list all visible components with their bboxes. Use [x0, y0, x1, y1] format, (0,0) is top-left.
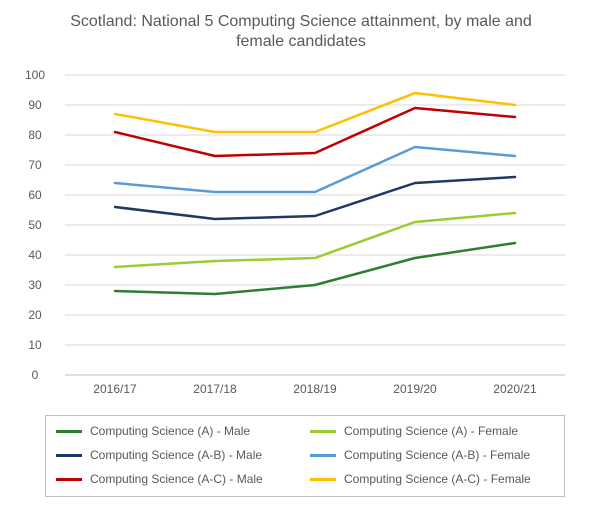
x-tick-label: 2019/20: [393, 382, 437, 396]
legend-label: Computing Science (A-C) - Male: [90, 472, 263, 486]
x-tick-label: 2017/18: [193, 382, 237, 396]
legend-swatch: [310, 454, 336, 457]
chart-legend: Computing Science (A) - Male Computing Sc…: [45, 415, 565, 497]
chart-plot-area: 01020304050607080901002016/172017/182018…: [55, 70, 575, 400]
legend-item: Computing Science (A-B) - Female: [310, 448, 554, 462]
x-tick-label: 2020/21: [493, 382, 537, 396]
y-tick-label: 20: [28, 308, 42, 322]
legend-label: Computing Science (A-C) - Female: [344, 472, 531, 486]
legend-swatch: [56, 478, 82, 481]
x-tick-label: 2016/17: [93, 382, 137, 396]
y-tick-label: 30: [28, 278, 42, 292]
y-tick-label: 70: [28, 158, 42, 172]
y-tick-label: 0: [32, 368, 39, 382]
legend-label: Computing Science (A) - Male: [90, 424, 250, 438]
x-tick-label: 2018/19: [293, 382, 337, 396]
legend-item: Computing Science (A) - Male: [56, 424, 300, 438]
y-tick-label: 80: [28, 128, 42, 142]
legend-swatch: [310, 478, 336, 481]
y-tick-label: 50: [28, 218, 42, 232]
legend-swatch: [56, 454, 82, 457]
legend-swatch: [310, 430, 336, 433]
y-tick-label: 60: [28, 188, 42, 202]
series-line: [115, 177, 515, 219]
y-tick-label: 90: [28, 98, 42, 112]
series-line: [115, 243, 515, 294]
y-tick-label: 10: [28, 338, 42, 352]
legend-item: Computing Science (A-C) - Female: [310, 472, 554, 486]
legend-item: Computing Science (A) - Female: [310, 424, 554, 438]
legend-item: Computing Science (A-B) - Male: [56, 448, 300, 462]
chart-title: Scotland: National 5 Computing Science a…: [0, 0, 602, 52]
legend-label: Computing Science (A) - Female: [344, 424, 518, 438]
legend-label: Computing Science (A-B) - Female: [344, 448, 530, 462]
y-tick-label: 100: [25, 68, 45, 82]
legend-item: Computing Science (A-C) - Male: [56, 472, 300, 486]
legend-label: Computing Science (A-B) - Male: [90, 448, 262, 462]
y-tick-label: 40: [28, 248, 42, 262]
chart-svg: 01020304050607080901002016/172017/182018…: [55, 70, 575, 400]
legend-swatch: [56, 430, 82, 433]
series-line: [115, 213, 515, 267]
